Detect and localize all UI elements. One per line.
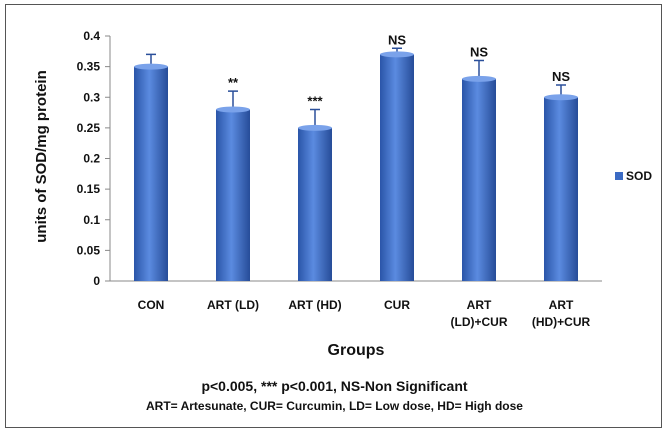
bar-top xyxy=(544,94,578,101)
x-tick-label: (HD)+CUR xyxy=(532,315,591,329)
legend-label: SOD xyxy=(626,169,652,183)
x-tick-label: CON xyxy=(138,298,165,312)
x-axis-label: Groups xyxy=(328,342,385,359)
significance-label: NS xyxy=(388,32,406,47)
bar-top xyxy=(134,63,168,70)
bar-3 xyxy=(380,54,414,281)
significance-label: *** xyxy=(307,94,323,109)
x-tick-label: ART xyxy=(549,298,574,312)
labels: 0 0.05 0.1 0.15 0.2 0.25 0.3 0.35 0.4 units of SO… xyxy=(33,29,652,359)
significance-label: ** xyxy=(228,75,239,90)
y-tick-label: 0.1 xyxy=(83,213,100,227)
significance-label: NS xyxy=(552,69,570,84)
x-tick-label: ART (HD) xyxy=(288,298,341,312)
bar-1 xyxy=(216,109,250,281)
y-tick-label: 0.4 xyxy=(83,29,100,43)
x-tick-label: (LD)+CUR xyxy=(451,315,508,329)
bars xyxy=(134,47,578,281)
bar-0 xyxy=(134,66,168,281)
x-tick-label: ART xyxy=(467,298,492,312)
y-axis-label: units of SOD/mg protein xyxy=(33,70,50,243)
bar-top xyxy=(216,106,250,113)
abbreviation-note: ART= Artesunate, CUR= Curcumin, LD= Low … xyxy=(146,399,523,413)
bar-top xyxy=(462,75,496,82)
y-tick-label: 0.05 xyxy=(77,243,101,257)
bar-top xyxy=(380,51,414,58)
y-tick-label: 0.15 xyxy=(77,182,101,196)
axes xyxy=(105,35,602,282)
bar-4 xyxy=(462,78,496,281)
y-tick-label: 0 xyxy=(93,274,100,288)
y-tick-label: 0.35 xyxy=(77,60,101,74)
x-tick-label: ART (LD) xyxy=(207,298,259,312)
bar-2 xyxy=(298,127,332,281)
significance-note: p<0.005, *** p<0.001, NS-Non Significant xyxy=(201,378,468,394)
legend-swatch xyxy=(615,172,623,180)
bar-5 xyxy=(544,97,578,281)
y-tick-label: 0.2 xyxy=(83,152,100,166)
y-tick-label: 0.3 xyxy=(83,90,100,104)
significance-label: NS xyxy=(470,45,488,60)
x-tick-label: CUR xyxy=(384,298,410,312)
y-tick-label: 0.25 xyxy=(77,121,101,135)
bar-top xyxy=(298,124,332,131)
